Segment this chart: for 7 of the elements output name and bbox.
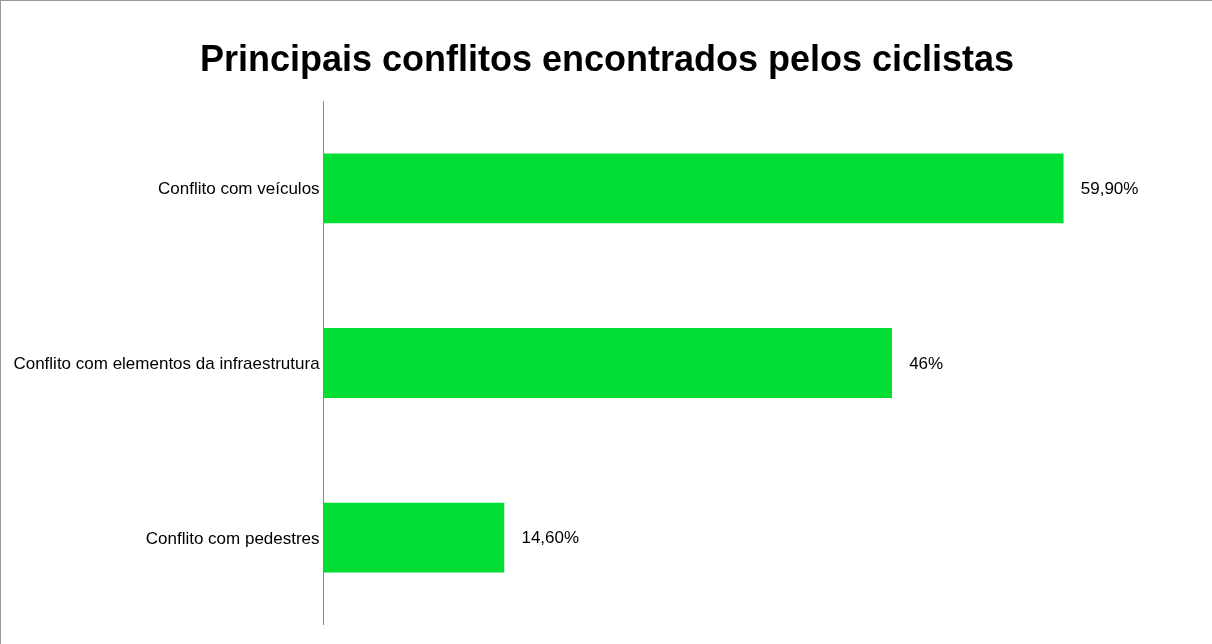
data-label: 14,60%: [507, 528, 580, 548]
y-tick-label: Conflito com pedestres: [145, 528, 320, 548]
y-tick-label: Conflito com elementos da infraestrutura: [13, 353, 321, 373]
data-label: 59,90%: [1066, 178, 1139, 198]
y-tick-label: Conflito com veículos: [158, 179, 320, 199]
data-label: 46%: [894, 353, 944, 373]
chart-title: Principais conflitos encontrados pelos ciclistas: [199, 38, 1015, 80]
